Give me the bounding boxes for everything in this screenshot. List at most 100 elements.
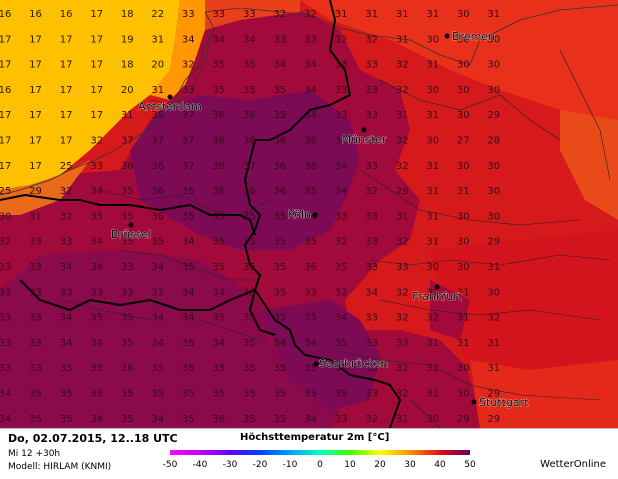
temperature-value: 30 bbox=[426, 85, 439, 96]
temperature-value: 33 bbox=[335, 414, 348, 425]
temperature-value: 31 bbox=[487, 9, 500, 20]
temperature-value: 35 bbox=[121, 389, 134, 400]
temperature-value: 35 bbox=[243, 363, 256, 374]
temperature-value: 16 bbox=[0, 85, 11, 96]
temperature-value: 32 bbox=[396, 237, 409, 248]
temperature-value: 29 bbox=[487, 414, 500, 425]
temperature-value: 31 bbox=[487, 262, 500, 273]
temperature-value: 32 bbox=[182, 60, 195, 71]
temperature-value: 35 bbox=[243, 414, 256, 425]
temperature-value: 17 bbox=[0, 34, 11, 45]
temperature-value: 34 bbox=[182, 287, 195, 298]
temperature-value: 35 bbox=[212, 389, 225, 400]
temperature-value: 34 bbox=[212, 338, 225, 349]
temperature-value: 32 bbox=[396, 85, 409, 96]
temperature-value: 35 bbox=[243, 389, 256, 400]
temperature-value: 30 bbox=[457, 389, 470, 400]
temperature-value: 33 bbox=[335, 136, 348, 147]
temperature-value: 33 bbox=[365, 313, 378, 324]
city-dot-amsterdam bbox=[167, 94, 173, 100]
temperature-value: 34 bbox=[182, 313, 195, 324]
temperature-value: 32 bbox=[396, 389, 409, 400]
temperature-value: 29 bbox=[487, 237, 500, 248]
temperature-value: 33 bbox=[182, 85, 195, 96]
sea-cool-area bbox=[0, 0, 180, 190]
temperature-value: 16 bbox=[0, 9, 11, 20]
temperature-value: 19 bbox=[121, 34, 134, 45]
temperature-value: 35 bbox=[243, 211, 256, 222]
temperature-value: 31 bbox=[457, 338, 470, 349]
temperature-value: 36 bbox=[212, 110, 225, 121]
temperature-value: 30 bbox=[426, 34, 439, 45]
temperature-value: 38 bbox=[212, 161, 225, 172]
border-lux bbox=[249, 289, 276, 336]
temperature-value: 33 bbox=[29, 262, 42, 273]
temperature-grid: 16 16 16 17 18 22 33 33 33 32 32 31 31 31 31 30 31 17 17 17… bbox=[0, 9, 500, 425]
temperature-value: 29 bbox=[487, 389, 500, 400]
temperature-value: 17 bbox=[90, 85, 103, 96]
temperature-value: 31 bbox=[426, 110, 439, 121]
temperature-value: 37 bbox=[151, 136, 164, 147]
temperature-value: 31 bbox=[396, 34, 409, 45]
temperature-value: 32 bbox=[396, 60, 409, 71]
temperature-value: 34 bbox=[151, 338, 164, 349]
temperature-value: 35 bbox=[335, 262, 348, 273]
map-footer: Do, 02.07.2015, 12..18 UTC Mi 12 +30h Mo… bbox=[0, 428, 618, 479]
temperature-value: 34 bbox=[90, 338, 103, 349]
temperature-value: 28 bbox=[487, 136, 500, 147]
temperature-value: 33 bbox=[365, 60, 378, 71]
temperature-value: 36 bbox=[151, 186, 164, 197]
temperature-value: 32 bbox=[335, 237, 348, 248]
legend-tick-label: 0 bbox=[317, 460, 323, 470]
temperature-value: 32 bbox=[365, 186, 378, 197]
border-nl-be bbox=[0, 194, 240, 216]
temperature-value: 17 bbox=[90, 9, 103, 20]
temperature-value: 17 bbox=[29, 85, 42, 96]
temperature-value: 35 bbox=[90, 363, 103, 374]
temperature-value: 30 bbox=[487, 186, 500, 197]
model-run: Mi 12 +30h bbox=[8, 449, 61, 459]
temperature-value: 35 bbox=[182, 338, 195, 349]
temperature-value: 30 bbox=[457, 85, 470, 96]
temperature-value: 35 bbox=[274, 262, 287, 273]
temperature-value: 29 bbox=[29, 186, 42, 197]
temperature-value: 34 bbox=[182, 34, 195, 45]
temperature-value: 35 bbox=[151, 110, 164, 121]
city-dot-frankfurt bbox=[434, 284, 440, 290]
temperature-value: 33 bbox=[396, 262, 409, 273]
temperature-value: 31 bbox=[121, 110, 134, 121]
temperature-value: 17 bbox=[29, 110, 42, 121]
legend-gradient-bar bbox=[170, 450, 470, 455]
temperature-value: 36 bbox=[212, 136, 225, 147]
temperature-value: 18 bbox=[121, 9, 134, 20]
region-border-5 bbox=[369, 254, 611, 266]
legend-tick-label: -10 bbox=[283, 460, 298, 470]
temperature-value: 34 bbox=[0, 389, 11, 400]
temperature-value: 35 bbox=[121, 186, 134, 197]
temperature-value: 33 bbox=[212, 9, 225, 20]
temperature-value: 33 bbox=[182, 9, 195, 20]
temperature-value: 37 bbox=[182, 161, 195, 172]
temperature-value: 31 bbox=[457, 186, 470, 197]
temperature-value: 31 bbox=[426, 338, 439, 349]
temperature-value: 34 bbox=[274, 338, 287, 349]
city-dot-saarbrucken bbox=[313, 361, 319, 367]
temperature-value: 31 bbox=[335, 9, 348, 20]
legend-tick-label: -20 bbox=[253, 460, 268, 470]
temperature-value: 33 bbox=[29, 287, 42, 298]
temperature-value: 33 bbox=[365, 262, 378, 273]
ijsselmeer-shore bbox=[149, 34, 213, 106]
temperature-value: 34 bbox=[274, 60, 287, 71]
temperature-value: 17 bbox=[0, 136, 11, 147]
color-legend: -50 -40 -30 -20 -10 0 10 20 30 40 50 bbox=[163, 450, 476, 470]
temperature-value: 34 bbox=[90, 414, 103, 425]
temperature-value: 33 bbox=[60, 287, 73, 298]
temperature-value: 31 bbox=[426, 60, 439, 71]
temperature-value: 32 bbox=[335, 34, 348, 45]
temperature-value: 36 bbox=[212, 414, 225, 425]
se-cooler-area bbox=[470, 360, 618, 428]
region-border-9 bbox=[559, 49, 611, 181]
temperature-value: 36 bbox=[274, 186, 287, 197]
city-dot-munster bbox=[361, 127, 367, 133]
